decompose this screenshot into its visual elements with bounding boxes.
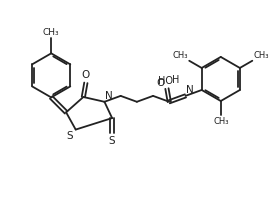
Text: N: N xyxy=(105,91,113,101)
Text: O: O xyxy=(82,70,90,80)
Text: S: S xyxy=(109,136,115,146)
Text: CH₃: CH₃ xyxy=(173,51,188,60)
Text: H: H xyxy=(172,75,179,85)
Text: CH₃: CH₃ xyxy=(43,28,60,37)
Text: CH₃: CH₃ xyxy=(253,51,269,60)
Text: CH₃: CH₃ xyxy=(213,117,228,126)
Text: HO: HO xyxy=(159,76,173,86)
Text: O: O xyxy=(157,78,165,88)
Text: S: S xyxy=(66,131,73,141)
Text: N: N xyxy=(186,85,194,95)
